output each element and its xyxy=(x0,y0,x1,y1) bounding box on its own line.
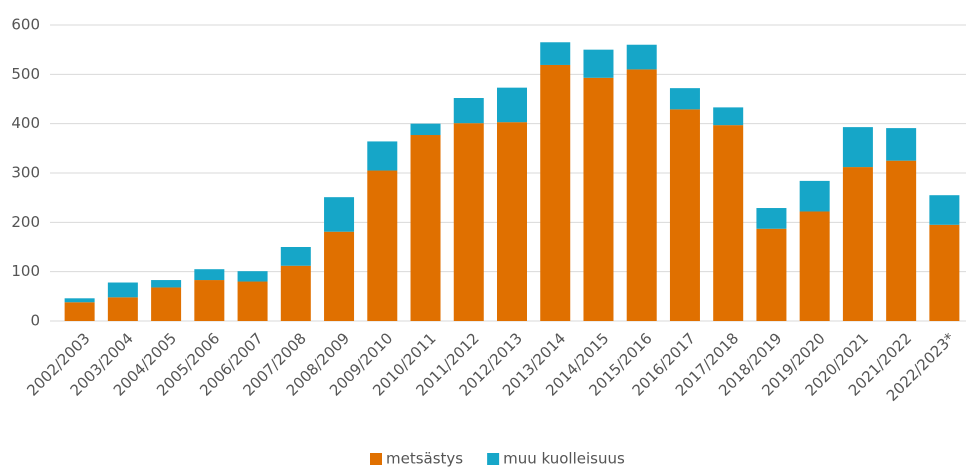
y-tick-label: 200 xyxy=(11,213,40,231)
bar-segment xyxy=(453,98,484,124)
bar-segment xyxy=(583,49,614,78)
bar-segment xyxy=(669,109,700,321)
bar-segment xyxy=(756,208,787,229)
bar-segment xyxy=(410,135,441,321)
bar-segment xyxy=(237,271,268,282)
bar-segment xyxy=(626,44,657,70)
bar-segment xyxy=(799,211,830,321)
bar-segment xyxy=(497,87,527,123)
bar-segment xyxy=(151,280,182,288)
y-tick-label: 300 xyxy=(11,164,40,182)
bar-segment xyxy=(367,141,398,171)
bar-segment xyxy=(107,297,138,321)
bar-segment xyxy=(194,280,225,321)
bar-segment xyxy=(194,269,225,281)
bar-segment xyxy=(540,42,571,65)
y-tick-label: 400 xyxy=(11,114,40,132)
bar-segment xyxy=(886,128,917,161)
bar-segment xyxy=(280,265,311,321)
bar-segment xyxy=(497,122,527,321)
bar-segment xyxy=(280,247,311,266)
y-tick-label: 600 xyxy=(11,16,40,34)
bar-segment xyxy=(583,77,614,321)
bar-segment xyxy=(151,287,182,321)
legend-label: muu kuolleisuus xyxy=(503,450,625,468)
y-tick-label: 500 xyxy=(11,65,40,83)
bar-segment xyxy=(756,228,787,321)
bar-segment xyxy=(64,298,95,303)
y-tick-label: 0 xyxy=(30,312,40,330)
bar-segment xyxy=(929,195,960,225)
bar-segment xyxy=(799,180,830,212)
bar-segment xyxy=(842,167,873,321)
bar-segment xyxy=(713,125,744,321)
bar-segment xyxy=(367,170,398,321)
bar-segment xyxy=(626,69,657,322)
bar-segment xyxy=(886,160,917,321)
bar-segment xyxy=(410,123,441,136)
bar-segment xyxy=(453,123,484,321)
bar-segment xyxy=(929,224,960,321)
legend-label: metsästys xyxy=(386,450,463,468)
bar-segment xyxy=(842,127,873,168)
bar-segment xyxy=(540,64,571,322)
y-tick-label: 100 xyxy=(11,262,40,280)
bar-segment xyxy=(669,88,700,110)
bar-segment xyxy=(713,107,744,126)
legend-swatch xyxy=(487,453,500,465)
bar-segment xyxy=(107,282,138,298)
bar-segment xyxy=(324,231,355,321)
bar-segment xyxy=(237,281,268,321)
bar-segment xyxy=(324,197,355,232)
bar-segment xyxy=(64,302,95,321)
legend-swatch xyxy=(370,453,382,465)
